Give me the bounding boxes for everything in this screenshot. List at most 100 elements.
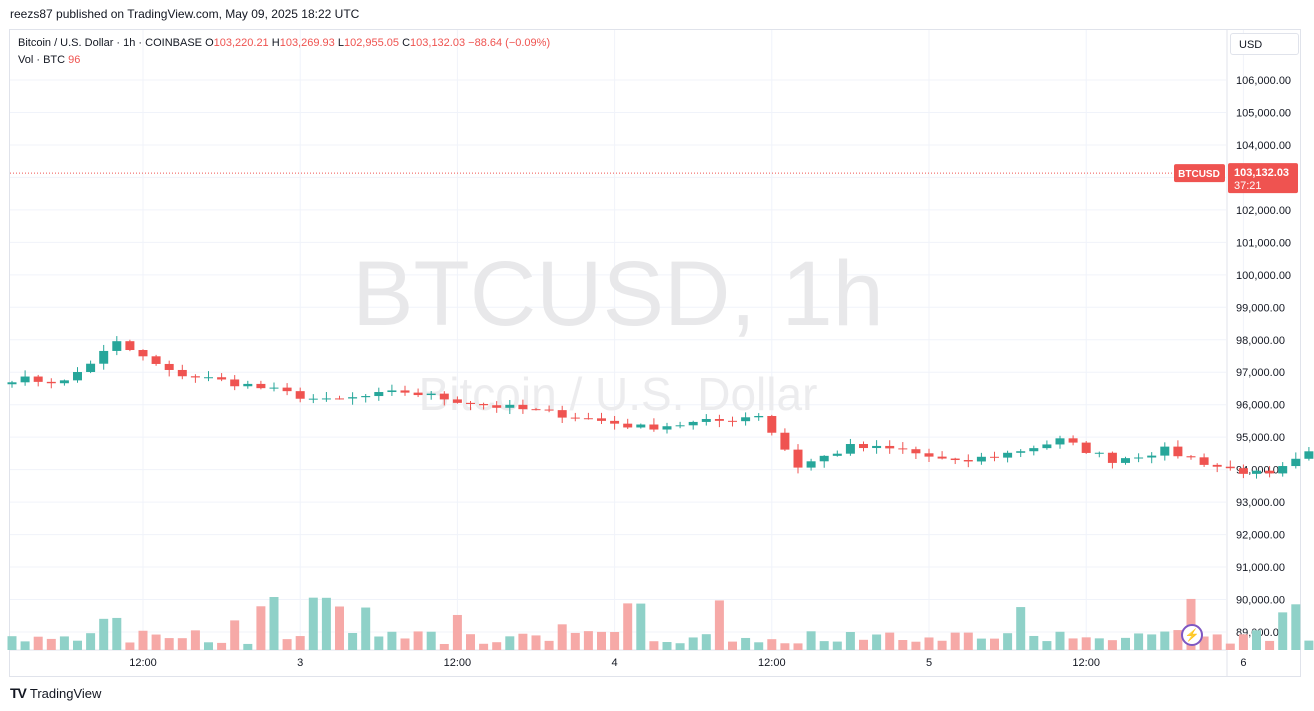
price-tag	[1228, 163, 1298, 194]
price-tag-value: 103,132.03	[1234, 167, 1289, 179]
volume-bar	[112, 617, 122, 650]
candle-body	[557, 410, 567, 418]
candle-body	[845, 444, 855, 454]
currency-selector[interactable]: USD	[1230, 33, 1299, 55]
price-tick-label: 100,000.00	[1236, 270, 1291, 282]
time-tick-label: 5	[926, 657, 932, 669]
candle-body	[911, 449, 921, 454]
candle-body	[1003, 452, 1013, 458]
tradingview-brand[interactable]: TradingView	[29, 685, 102, 701]
volume-bar	[1160, 631, 1170, 650]
candle-body	[728, 420, 737, 422]
candle-body	[649, 424, 659, 430]
candle-body	[230, 379, 240, 387]
change-value: −88.64 (−0.09%)	[468, 37, 551, 49]
volume-bar	[177, 638, 187, 650]
volume-bar	[911, 641, 921, 650]
volume-bar	[649, 641, 659, 650]
candle-body	[361, 396, 371, 398]
candle-body	[1016, 451, 1026, 453]
volume-label[interactable]: Vol · BTC	[18, 54, 66, 66]
volume-bar	[544, 640, 554, 650]
time-tick-label: 4	[612, 657, 618, 669]
candle-body	[714, 418, 724, 421]
volume-bar	[898, 640, 908, 650]
volume-bar	[885, 632, 895, 650]
candle-body	[308, 398, 318, 400]
time-tick-label: 3	[297, 657, 303, 669]
volume-bar	[767, 639, 777, 650]
volume-bar	[1107, 640, 1117, 650]
candle-body	[754, 415, 764, 418]
candle-body	[1107, 452, 1117, 463]
volume-bar	[859, 639, 868, 650]
open-label: O	[205, 37, 214, 49]
candle-body	[597, 418, 606, 421]
symbol-tag	[1174, 164, 1225, 183]
volume-bar	[1238, 634, 1248, 650]
publisher-line: reezs87 published on TradingView.com, Ma…	[10, 7, 360, 21]
candle-body	[151, 356, 161, 364]
price-tick-label: 91,000.00	[1236, 562, 1285, 574]
volume-bar	[204, 642, 213, 650]
symbol-title[interactable]: Bitcoin / U.S. Dollar · 1h · COINBASE	[18, 37, 202, 49]
lightning-icon[interactable]: ⚡	[1181, 624, 1203, 646]
candle-body	[1225, 466, 1235, 469]
volume-bar	[479, 643, 489, 650]
candle-body	[688, 421, 698, 426]
close-label: C	[402, 37, 411, 49]
candle-body	[46, 381, 56, 384]
volume-bar	[1121, 637, 1130, 650]
candle-body	[73, 372, 82, 381]
candle-body	[282, 387, 292, 392]
candle-body	[1160, 446, 1170, 456]
candle-body	[374, 392, 384, 397]
volume-bar	[636, 603, 646, 650]
high-value: 103,269.93	[279, 37, 335, 49]
volume-bar	[20, 641, 30, 650]
volume-bar	[505, 636, 515, 650]
candle-body	[426, 393, 436, 396]
close-value: 103,132.03	[410, 37, 466, 49]
price-tick-label: 97,000.00	[1236, 367, 1285, 379]
volume-bar	[662, 642, 672, 650]
candle-body	[177, 369, 187, 377]
candle-body	[164, 363, 174, 370]
candle-body	[1147, 455, 1157, 458]
volume-bar	[73, 640, 82, 650]
candle-body	[20, 376, 30, 383]
candle-body	[1094, 452, 1104, 454]
volume-bar	[374, 636, 384, 650]
candle-body	[1029, 448, 1039, 452]
candle-body	[466, 402, 475, 404]
candle-body	[217, 377, 227, 380]
volume-bar	[1147, 634, 1157, 650]
candle-body	[610, 420, 620, 424]
candle-body	[492, 405, 502, 408]
volume-bar	[976, 638, 986, 650]
watermark-name: Bitcoin / U.S. Dollar	[419, 368, 818, 420]
volume-bar	[439, 643, 449, 650]
candle-body	[112, 341, 122, 351]
price-tick-label: 102,000.00	[1236, 205, 1291, 217]
candle-body	[1081, 442, 1091, 453]
candle-body	[675, 425, 685, 427]
price-tick-label: 93,000.00	[1236, 497, 1285, 509]
volume-bar	[138, 630, 148, 650]
candle-body	[950, 458, 960, 461]
candle-body	[583, 418, 593, 420]
volume-bar	[190, 630, 200, 650]
price-tick-label: 94,000.00	[1236, 465, 1285, 477]
volume-bar	[741, 637, 751, 650]
volume-bar	[1291, 604, 1301, 650]
candle-body	[1173, 446, 1183, 457]
volume-bar	[452, 614, 462, 650]
volume-bar	[714, 600, 724, 650]
candle-body	[256, 383, 266, 389]
volume-bar	[1003, 633, 1013, 650]
volume-bar	[243, 643, 253, 650]
ohlc-legend: Bitcoin / U.S. Dollar · 1h · COINBASE O 1…	[18, 35, 550, 69]
volume-bar	[937, 640, 947, 650]
price-tick-label: 98,000.00	[1236, 335, 1285, 347]
